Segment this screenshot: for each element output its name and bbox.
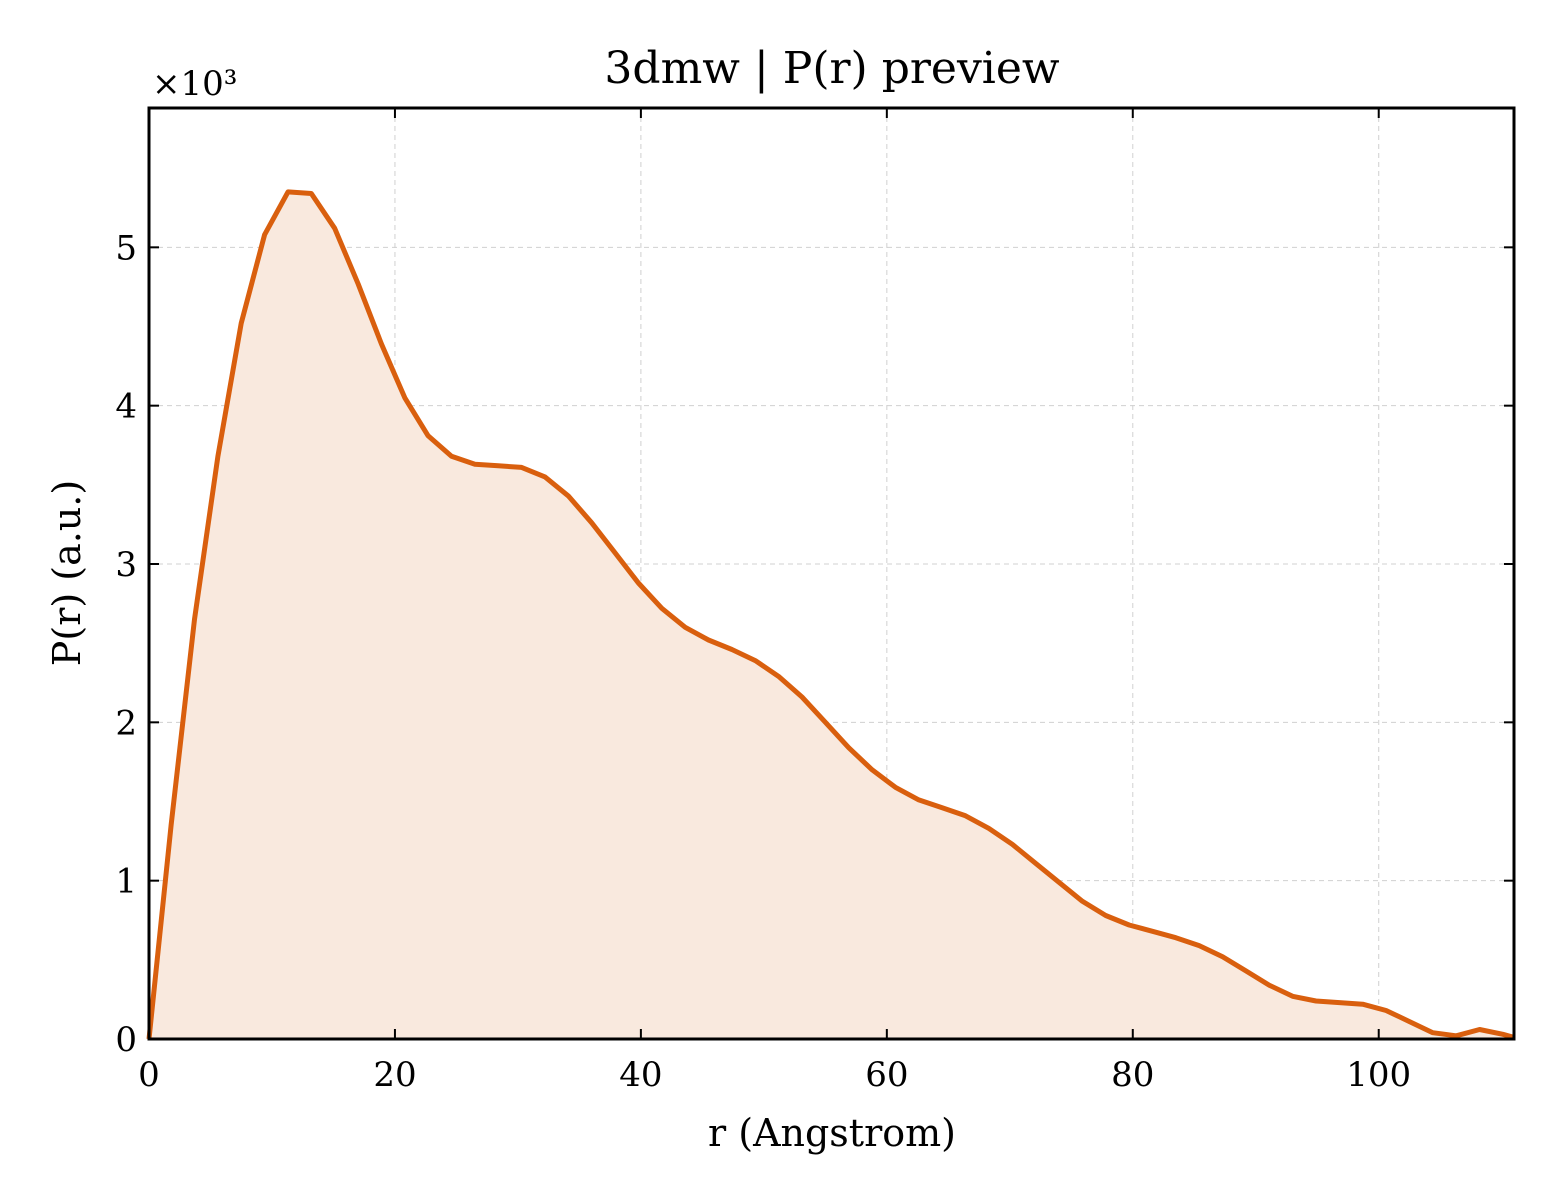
area-fill bbox=[149, 191, 1514, 1039]
x-tick-label: 0 bbox=[138, 1055, 160, 1095]
y-axis-label: P(r) (a.u.) bbox=[45, 480, 89, 666]
x-tick-label: 20 bbox=[373, 1055, 416, 1095]
plot-frame bbox=[147, 106, 1516, 1041]
x-tick-label: 80 bbox=[1111, 1055, 1154, 1095]
y-scale-multiplier: ×10³ bbox=[152, 64, 237, 104]
y-tick-label: 0 bbox=[115, 1020, 137, 1060]
x-tick-label: 40 bbox=[619, 1055, 662, 1095]
x-tick-label: 60 bbox=[865, 1055, 908, 1095]
y-tick-label: 5 bbox=[115, 228, 137, 268]
data-line bbox=[146, 189, 1515, 1040]
x-tick-label: 100 bbox=[1346, 1055, 1411, 1095]
chart-title: 3dmw | P(r) preview bbox=[604, 43, 1060, 94]
y-tick-label: 2 bbox=[115, 703, 137, 743]
y-tick-label: 3 bbox=[115, 545, 137, 585]
axis-ticks: 0 20 40 60 80 100 0 1 2 3 4 5 bbox=[115, 108, 1514, 1095]
y-tick-label: 1 bbox=[115, 862, 137, 902]
y-tick-label: 4 bbox=[115, 387, 137, 427]
x-axis-label: r (Angstrom) bbox=[708, 1111, 956, 1155]
